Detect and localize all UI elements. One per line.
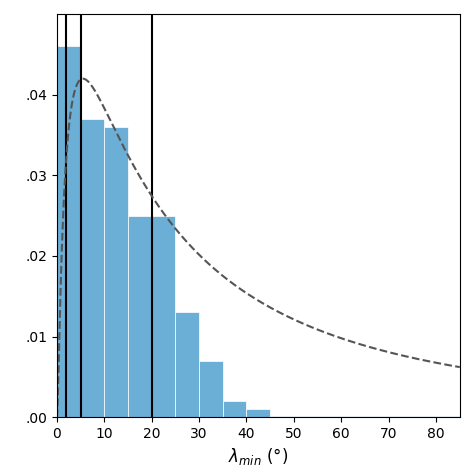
Bar (270, 416, 460, 417)
Bar (152, 216, 175, 417)
Bar (104, 127, 128, 417)
Bar (223, 401, 246, 417)
Bar (128, 216, 152, 417)
Bar (81, 119, 104, 417)
X-axis label: $\lambda_{min}$ (°): $\lambda_{min}$ (°) (228, 447, 288, 467)
Bar (175, 312, 199, 417)
Bar (246, 409, 270, 417)
Bar (199, 361, 223, 417)
Bar (57, 46, 81, 417)
